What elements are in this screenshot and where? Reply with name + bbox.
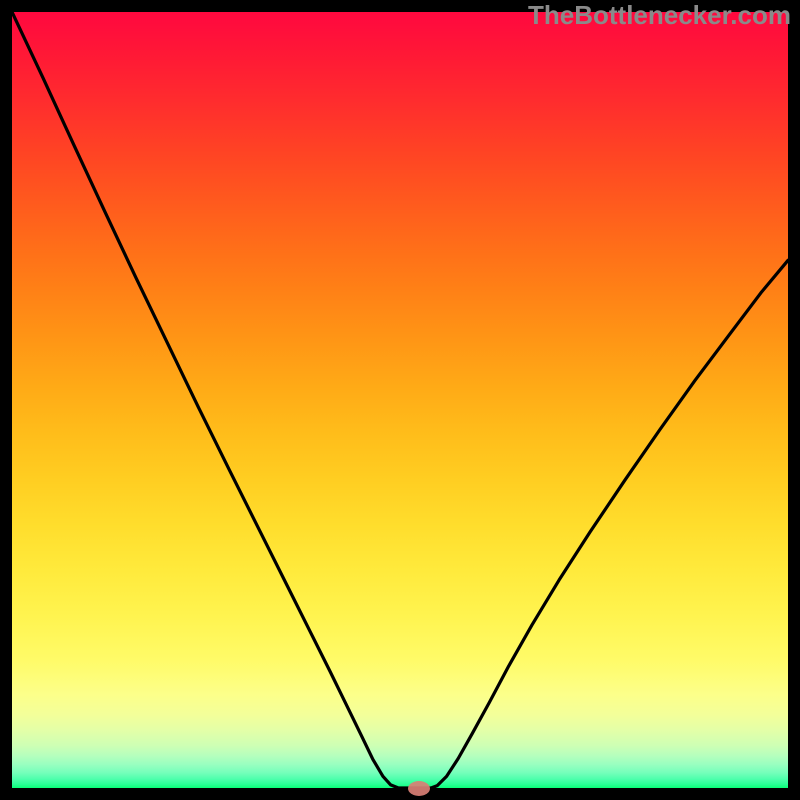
gradient-background — [12, 12, 788, 788]
optimum-marker — [406, 779, 432, 798]
watermark-text: TheBottlenecker.com — [528, 0, 791, 31]
chart-stage: TheBottlenecker.com — [0, 0, 800, 800]
plot-svg — [12, 12, 788, 788]
plot-area — [12, 12, 788, 788]
optimum-marker-ellipse — [408, 781, 430, 796]
